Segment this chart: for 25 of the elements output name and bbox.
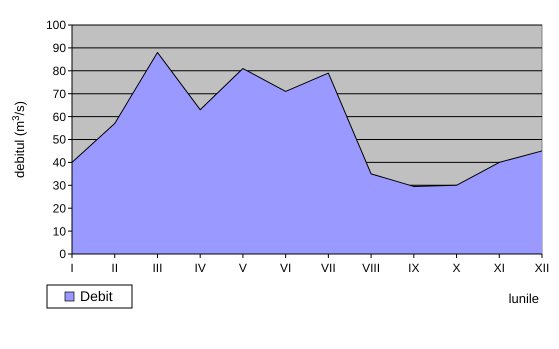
x-tick-label: XII bbox=[534, 261, 550, 275]
x-tick-label: X bbox=[452, 261, 461, 275]
y-tick-label: 20 bbox=[52, 201, 66, 216]
x-tick-label: I bbox=[70, 261, 74, 275]
x-axis-title: lunile bbox=[508, 291, 539, 306]
y-tick-label: 10 bbox=[52, 224, 66, 238]
y-tick-label: 0 bbox=[59, 247, 66, 262]
y-tick-label: 80 bbox=[52, 64, 66, 78]
y-tick-label: 50 bbox=[52, 132, 66, 147]
y-tick-label: 60 bbox=[52, 110, 66, 124]
x-tick-label: V bbox=[238, 261, 247, 275]
legend-label: Debit bbox=[80, 288, 113, 304]
y-tick-label: 30 bbox=[52, 178, 66, 192]
y-tick-label: 40 bbox=[52, 156, 66, 170]
x-tick-label: XI bbox=[494, 261, 505, 275]
y-tick-label: 90 bbox=[52, 41, 66, 56]
x-tick-label: VII bbox=[321, 261, 336, 275]
x-tick-label: IX bbox=[408, 261, 420, 275]
y-tick-label: 100 bbox=[46, 18, 66, 32]
x-tick-label: II bbox=[111, 261, 118, 275]
x-tick-label: VI bbox=[280, 261, 292, 275]
y-tick-label: 70 bbox=[52, 86, 66, 101]
x-tick-label: III bbox=[152, 261, 162, 275]
x-tick-label: VIII bbox=[362, 261, 380, 275]
x-tick-label: IV bbox=[194, 261, 206, 275]
